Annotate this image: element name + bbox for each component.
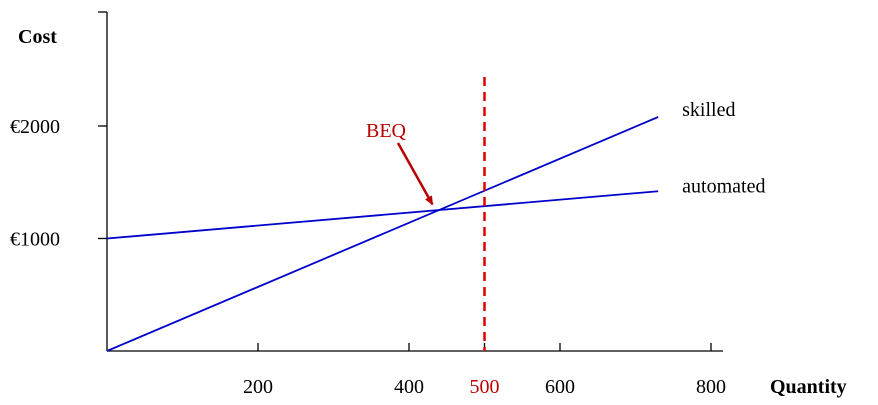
beq-arrow: [396, 142, 434, 206]
series-line-skilled: [106, 116, 659, 352]
x-tick-label: 200: [243, 376, 273, 398]
series-label-automated: automated: [682, 175, 765, 197]
annotations: skilled automated BEQ: [366, 77, 765, 351]
series-lines: [106, 116, 659, 352]
x-tick-label: 500: [470, 376, 500, 398]
y-axis-label: Cost: [18, 26, 57, 48]
y-tick-label: €2000: [10, 116, 60, 138]
y-tick-label: €1000: [10, 229, 60, 251]
series-line-automated: [106, 190, 659, 240]
axes: 200 400 500 600 800 €1000 €2000: [10, 11, 726, 398]
beq-label: BEQ: [366, 120, 407, 142]
x-tick-label: 400: [394, 376, 424, 398]
x-tick-label: 600: [545, 376, 575, 398]
x-axis-label: Quantity: [770, 376, 847, 398]
series-label-skilled: skilled: [682, 99, 735, 121]
x-tick-label: 800: [696, 376, 726, 398]
